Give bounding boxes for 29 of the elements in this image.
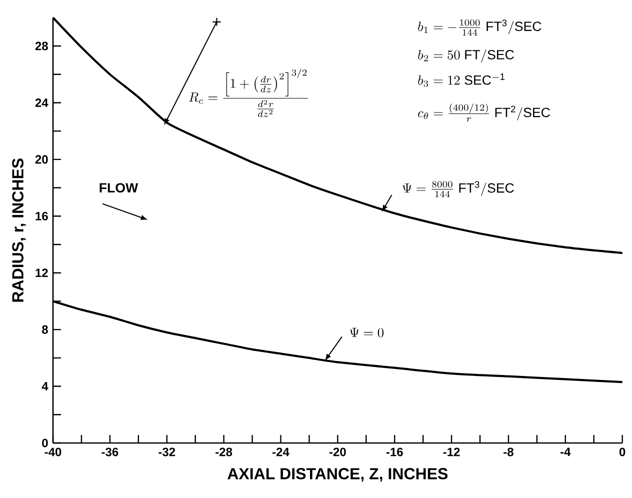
y-tick-label: 20 xyxy=(35,155,48,164)
x-tick-label: -24 xyxy=(272,448,290,456)
y-tick-label: 24 xyxy=(35,98,48,107)
y-tick-label: 12 xyxy=(36,268,48,278)
annotation: $b_2 = 50\ \mathrm{FT/SEC}$ xyxy=(418,49,514,63)
x-tick-label: -40 xyxy=(44,448,62,456)
x-tick-label: -16 xyxy=(386,448,403,456)
annotation: $\Psi = \frac{8000}{144}\ \mathrm{FT^3/SEC}$ xyxy=(402,181,514,198)
annotation: $b_3 = 12\ \mathrm{SEC^{-1}}$ xyxy=(418,73,505,87)
x-tick-label: -8 xyxy=(504,448,514,456)
y-tick-label: 8 xyxy=(42,325,48,334)
x-axis-title: AXIAL DISTANCE, Z, INCHES xyxy=(228,468,448,482)
annotation: FLOW xyxy=(100,183,138,193)
annotation: $R_c = \frac{\left[1+\left(\frac{dr}{dz}\right)^{2}\right]^{3/2}}{\frac{d^{2}r}{dz^{2}}}$ xyxy=(188,68,308,118)
x-tick-label: -28 xyxy=(216,448,232,456)
y-axis-title: RADIUS, r, INCHES xyxy=(12,158,26,302)
y-tick-label: 16 xyxy=(36,212,48,220)
annotation: $b_1 = -\frac{1000}{144}\ \mathrm{FT^3/SEC}$ xyxy=(418,20,542,36)
x-tick-label: -4 xyxy=(560,448,571,456)
annotation: $\Psi = 0$ xyxy=(350,328,384,338)
x-tick-label: -12 xyxy=(443,448,460,456)
y-tick-label: 28 xyxy=(35,42,48,50)
x-tick-label: -20 xyxy=(329,448,346,456)
annotation: $c_\theta = \frac{(400/12)}{r}\ \mathrm{FT^2/SEC}$ xyxy=(418,104,550,122)
x-tick-label: 0 xyxy=(619,448,626,456)
x-tick-label: -36 xyxy=(102,448,118,456)
y-tick-label: 4 xyxy=(42,382,48,390)
x-tick-label: -32 xyxy=(158,448,176,456)
y-tick-label: 0 xyxy=(42,438,48,448)
